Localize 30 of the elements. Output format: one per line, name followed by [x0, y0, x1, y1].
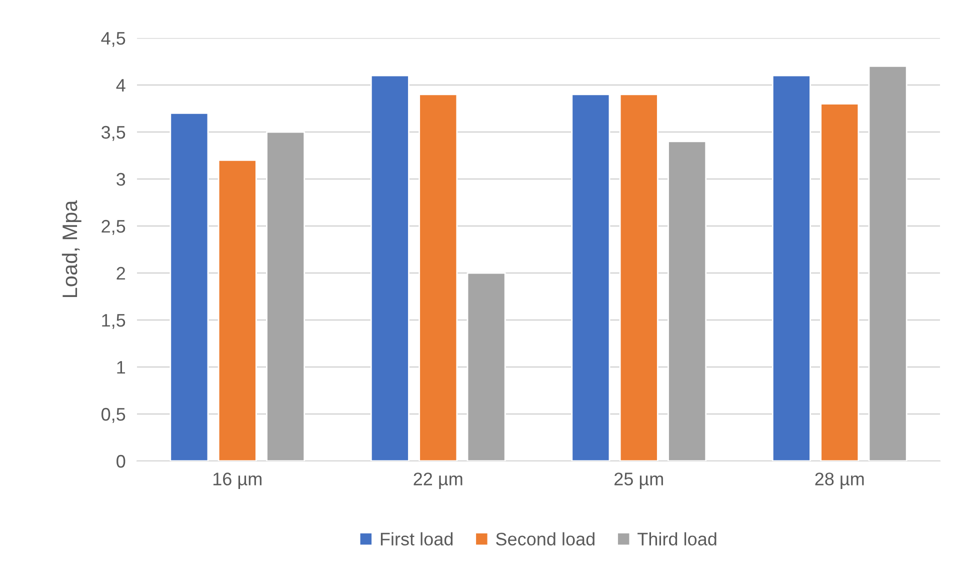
bar: [619, 94, 658, 461]
legend-label: First load: [380, 532, 453, 546]
y-tick-label: 4,5: [101, 32, 126, 47]
bar: [466, 272, 506, 461]
bar: [868, 66, 908, 461]
x-tick-label: 28 µm: [815, 472, 864, 489]
bar: [571, 94, 610, 461]
y-tick-label: 0,5: [101, 408, 126, 423]
x-tick-label: 25 µm: [614, 472, 663, 489]
legend-label: Second load: [496, 532, 594, 546]
bar: [820, 103, 860, 461]
y-tick-label: 1: [117, 361, 126, 374]
y-tick-label: 4: [116, 79, 126, 92]
bar: [170, 112, 209, 461]
y-tick-label: 3: [116, 172, 126, 186]
bar: [266, 131, 306, 461]
y-tick-label: 2,5: [102, 220, 126, 235]
legend-label: Third load: [638, 532, 716, 546]
y-tick-label: 0: [116, 454, 126, 468]
x-tick-label: 22 µm: [414, 472, 462, 489]
y-tick-label: 2: [116, 266, 125, 280]
y-tick-label: 3,5: [101, 126, 126, 141]
bar: [418, 94, 458, 461]
y-axis-title: Load, Mpa: [62, 200, 82, 298]
bar: [772, 74, 811, 461]
bar: [370, 74, 410, 461]
bar: [218, 160, 257, 461]
bar: [668, 140, 707, 461]
y-tick-label: 1,5: [102, 314, 126, 329]
x-tick-label: 16 µm: [213, 472, 262, 489]
